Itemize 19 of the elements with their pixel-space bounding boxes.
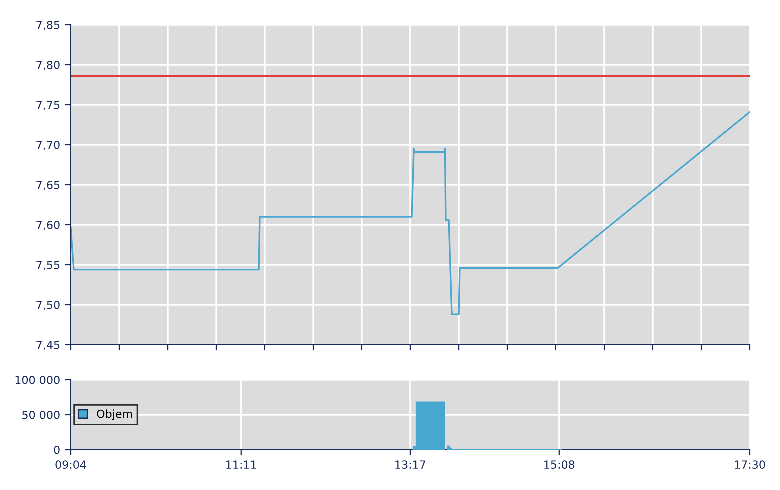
x-tick-label: 13:17: [396, 460, 426, 470]
y-tick-label: 7,45: [36, 341, 60, 351]
y-tick-label: 7,80: [36, 60, 60, 71]
y-tick-label: 0: [54, 446, 60, 454]
y-tick-label: 7,60: [36, 220, 60, 231]
legend-label: Objem: [97, 410, 132, 420]
y-tick-label: 50 000: [22, 410, 60, 420]
x-tick-label: 09:04: [56, 460, 86, 470]
x-tick-label: 15:08: [544, 460, 575, 470]
x-tick-label: 11:11: [226, 460, 256, 469]
y-tick-label: 7,50: [36, 300, 60, 311]
y-tick-label: 7,75: [36, 101, 60, 111]
line-series: [71, 111, 750, 316]
y-tick-label: 7,55: [36, 261, 60, 271]
y-tick-label: 7,65: [36, 180, 60, 191]
y-tick-label: 7,70: [36, 140, 60, 151]
y-tick-label: 7,85: [36, 20, 60, 31]
y-tick-label: 100 000: [16, 376, 60, 384]
x-tick-label: 17:30: [735, 460, 766, 470]
